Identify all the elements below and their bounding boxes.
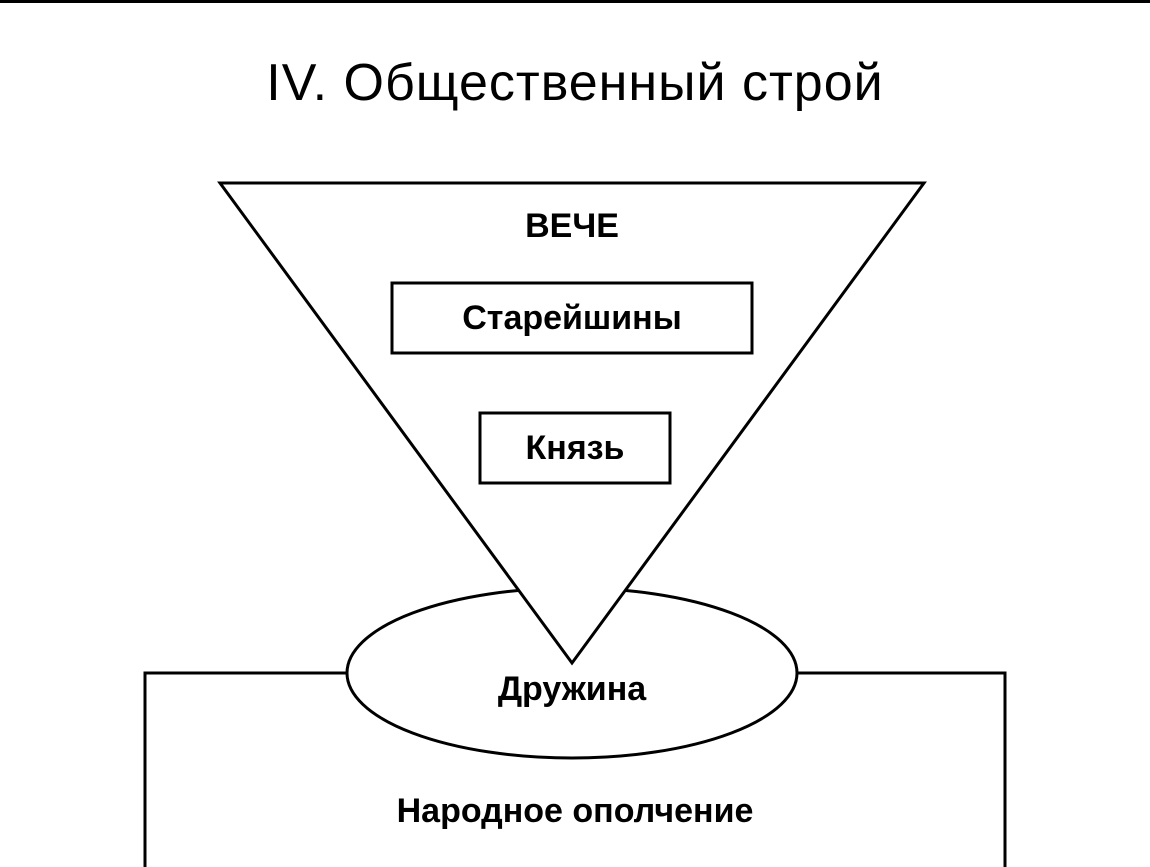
prince-label: Князь <box>526 429 625 467</box>
page: IV. Общественный строй ВЕЧЕ Старейшины Кня… <box>0 0 1150 867</box>
diagram-container: ВЕЧЕ Старейшины Князь Дружина Народное ополч… <box>0 173 1150 867</box>
elders-label: Старейшины <box>462 299 682 337</box>
veche-label: ВЕЧЕ <box>525 207 619 245</box>
page-title: IV. Общественный строй <box>0 53 1150 113</box>
druzhina-label: Дружина <box>498 670 647 708</box>
militia-label: Народное ополчение <box>397 792 754 830</box>
hierarchy-diagram: ВЕЧЕ Старейшины Князь Дружина Народное ополч… <box>0 173 1150 867</box>
